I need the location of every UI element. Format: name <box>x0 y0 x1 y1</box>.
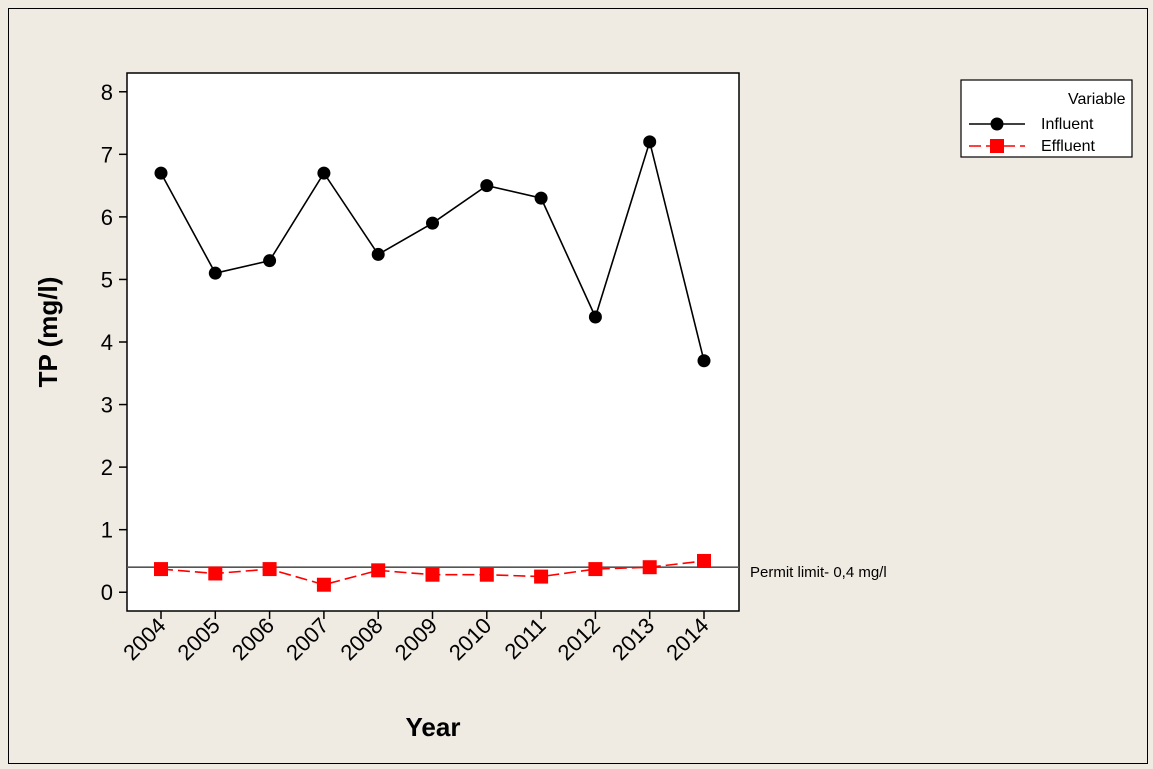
data-point-influent <box>697 354 711 368</box>
y-tick-label: 6 <box>101 205 113 230</box>
y-tick-label: 0 <box>101 580 113 605</box>
data-point-effluent <box>154 562 168 577</box>
x-tick-label: 2014 <box>661 613 713 665</box>
y-tick-label: 2 <box>101 455 113 480</box>
legend-marker-effluent <box>990 139 1004 153</box>
y-tick-label: 5 <box>101 267 113 292</box>
data-point-effluent <box>316 577 331 592</box>
data-point-influent <box>154 166 168 180</box>
x-tick-label: 2013 <box>607 613 659 665</box>
x-tick-label: 2008 <box>335 613 387 665</box>
data-point-influent <box>480 179 494 193</box>
legend-items: Influent Effluent <box>969 116 1096 155</box>
data-point-influent <box>643 135 657 149</box>
x-tick-label: 2010 <box>444 613 496 665</box>
data-point-influent <box>588 310 602 324</box>
x-tick-label: 2012 <box>553 613 605 665</box>
data-point-effluent <box>208 566 223 581</box>
y-tick-label: 7 <box>101 142 113 167</box>
data-point-effluent <box>262 562 277 577</box>
x-tick-label: 2006 <box>227 613 279 665</box>
legend-marker-influent <box>990 117 1004 131</box>
x-axis-title: Year <box>406 712 461 742</box>
y-axis-title: TP (mg/l) <box>33 277 63 388</box>
data-point-influent <box>208 266 222 280</box>
y-tick-label: 1 <box>101 518 113 543</box>
x-tick-label: 2005 <box>173 613 225 665</box>
data-point-effluent <box>534 569 549 584</box>
x-tick-label: 2007 <box>281 613 333 665</box>
plot-area <box>126 72 740 612</box>
y-tick-label: 4 <box>101 330 113 355</box>
chart-frame <box>8 8 1148 764</box>
legend: Variable <box>960 79 1133 158</box>
series-group <box>154 135 711 592</box>
data-point-influent <box>426 216 439 230</box>
x-axis: 2004 2005 2006 2007 2008 2009 2010 2011 2012 2013… <box>118 611 714 665</box>
legend-label-effluent: Effluent <box>1041 138 1096 155</box>
legend-label-influent: Influent <box>1041 116 1094 133</box>
data-point-influent <box>371 247 385 261</box>
data-point-influent <box>317 166 331 180</box>
data-point-effluent <box>697 553 711 568</box>
data-point-effluent <box>642 560 657 575</box>
data-point-effluent <box>588 562 603 577</box>
x-tick-label: 2004 <box>118 613 170 665</box>
permit-limit-label: Permit limit- 0,4 mg/l <box>750 564 887 581</box>
data-point-effluent <box>479 567 494 582</box>
legend-title: Variable <box>1068 91 1126 108</box>
data-point-influent <box>534 191 548 205</box>
x-tick-label: 2011 <box>500 613 551 664</box>
data-point-influent <box>263 254 277 268</box>
data-point-effluent <box>371 563 386 578</box>
x-tick-label: 2009 <box>390 613 442 665</box>
y-axis: 0 1 2 3 4 5 6 7 8 <box>101 80 127 605</box>
y-tick-label: 8 <box>101 80 113 105</box>
legend-box <box>960 79 1133 158</box>
y-tick-label: 3 <box>101 393 113 418</box>
data-point-effluent <box>425 567 440 582</box>
